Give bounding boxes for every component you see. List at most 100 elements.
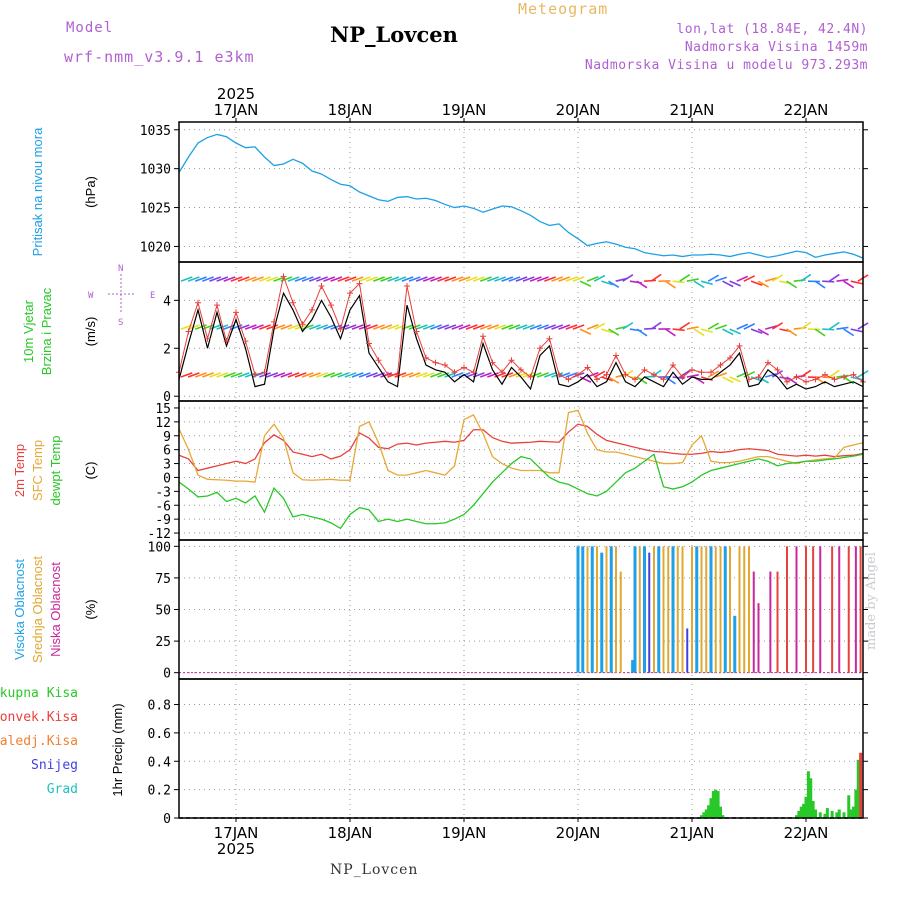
wind-barb [558,324,571,330]
precip-bar [802,803,806,818]
wind-marker [347,290,353,297]
wind-barb [194,324,207,330]
wind-barb [551,324,564,330]
wind-barb [202,324,214,330]
wind-marker [195,299,201,306]
wind-marker [736,342,743,349]
footer-station: NP_Lovcen [330,862,419,878]
wind-barb [736,323,749,330]
wind-barb [287,324,300,330]
panel-units: (C) [83,461,98,479]
wind-marker [793,374,800,381]
panel-ylabel: SFC Temp [30,440,45,501]
cloud-bar [805,546,807,673]
wind-barb [394,276,407,282]
cloud-bar [633,546,637,673]
wind-barb [316,372,328,378]
wind-barb [622,321,634,330]
wind-barb [765,325,778,330]
precip-bar [811,800,815,818]
wind-barb [330,324,343,330]
y-tick-label: 0.6 [148,727,171,742]
y-tick-label: 0.2 [148,784,171,799]
wind-marker [575,371,581,378]
wind-barb [216,276,229,282]
precip-bar [711,791,715,818]
wind-marker [204,335,211,342]
wind-barb [850,376,863,381]
model-altitude-label: Nadmorska Visina u modelu 973.293m [584,58,868,73]
wind-barb [337,276,350,282]
y-tick-label: 0.4 [148,755,172,770]
cloud-bar [600,552,604,673]
cloud-bar [838,546,841,673]
y-tick-label: 9 [163,430,171,445]
wind-barb [316,324,328,330]
panel-pressure: 1020 1025 1030 1035 Pritisak na nivou mora (h… [30,121,868,263]
wind-barb [209,372,222,378]
precip-bar [823,813,827,818]
wind-barb [665,328,676,337]
cloud-bar [859,546,862,673]
wind-barb [750,280,763,287]
cloud-bar [752,571,755,673]
precip-legend-item: Snijeg [31,758,78,773]
panel-ylabel: Brzina i Pravac [39,287,54,375]
top-year-label: 2025 [217,85,255,103]
wind-barb [693,328,705,337]
wind-marker [480,333,486,340]
cloud-bar [648,552,651,673]
model-label: Model [66,20,114,36]
cloud-bar [619,571,622,673]
wind-barb [771,274,784,282]
wind-barb [686,374,699,378]
wind-barb [515,324,528,330]
panel-wind: 0 2 4 W E N S 10m Vjetar Brzina i Pravac (m/s) [21,261,869,405]
wind-marker [489,359,496,366]
wind-barb [757,376,769,384]
wind-barb [365,276,378,282]
wind-barb [223,276,236,282]
wind-barb [622,369,634,378]
cloud-bar [643,546,646,673]
wind-barb [522,324,535,330]
y-tick-label: 1035 [140,124,171,139]
temp-line-t2m [178,423,864,472]
wind-barb [736,275,749,282]
y-tick-label: 2 [163,342,171,357]
panel-ylabel: 2m Temp [12,444,27,497]
wind-barb [458,276,471,282]
y-tick-label: 100 [148,540,171,555]
wind-barb [337,372,350,378]
wind-barb [323,372,336,378]
wind-barb [558,372,571,378]
wind-marker [233,309,239,316]
wind-barb [522,276,535,282]
meteogram-label: Meteogram [518,0,609,18]
wind-marker [508,357,515,364]
y-tick-label: 0 [163,812,171,827]
wind-marker [185,328,192,335]
bottom-year-label: 2025 [217,840,255,858]
wind-barb [187,372,200,378]
cloud-bar [812,546,815,673]
precip-bar [830,810,834,818]
wind-barb [273,372,286,378]
cloud-bar [705,546,708,673]
cloud-bar [657,546,661,673]
wind-barb [608,280,620,288]
wind-barb [216,324,229,330]
wind-barb [259,276,271,282]
wind-barb [216,372,229,378]
y-tick-label: 4 [163,294,171,309]
wind-barb [786,280,798,289]
wind-marker [603,371,610,378]
wind-barb [308,372,321,378]
wind-barb [187,276,200,282]
precip-bar [799,806,803,818]
wind-barb [715,324,727,330]
wind-barb [572,276,585,282]
precip-bar [818,812,822,818]
